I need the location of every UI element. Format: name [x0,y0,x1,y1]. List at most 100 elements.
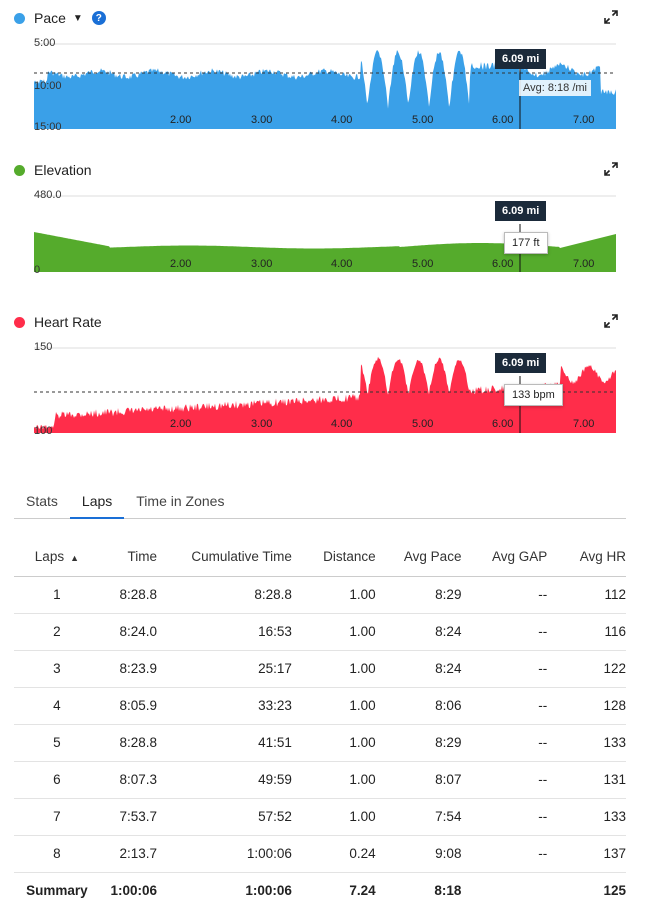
lap-time: 7:53.7 [99,798,158,836]
lap-avg-gap: -- [461,687,548,725]
elevation-x-tick: 4.00 [331,258,353,270]
lap-number: 7 [14,798,100,836]
summary-cumulative-time: 1:00:06 [245,883,292,899]
lap-time: 2:13.7 [99,835,158,873]
lap-distance: 0.24 [291,835,376,873]
pace-x-tick: 3.00 [251,114,273,126]
elevation-header: Elevation [14,162,92,178]
lap-avg-hr: 137 [547,835,626,873]
summary-row: Summary 1:00:06 1:00:06 7.24 8:18 125 [14,872,626,909]
column-header-avg-pace[interactable]: Avg Pace [375,538,462,577]
summary-time: 1:00:06 [110,883,158,899]
lap-avg-gap: -- [461,650,548,688]
elevation-x-tick: 7.00 [573,258,595,270]
table-row: 6 8:07.3 49:59 1.00 8:07 -- 131 [14,761,626,799]
lap-time: 8:28.8 [99,576,158,614]
elevation-x-tick: 3.00 [251,258,273,270]
lap-avg-pace: 8:24 [375,613,462,651]
lap-distance: 1.00 [291,798,376,836]
column-header-distance[interactable]: Distance [291,538,376,577]
lap-avg-hr: 128 [547,687,626,725]
table-row: 2 8:24.0 16:53 1.00 8:24 -- 116 [14,613,626,651]
pace-y-label-top: 5:00 [34,37,56,49]
lap-avg-gap: -- [461,761,548,799]
lap-distance: 1.00 [291,650,376,688]
table-header-row: Laps ▲ Time Cumulative Time Distance Avg … [14,538,626,577]
lap-avg-gap: -- [461,724,548,762]
lap-distance: 1.00 [291,761,376,799]
heart-rate-distance-tooltip: 6.09 mi [495,353,547,373]
lap-avg-pace: 8:07 [375,761,462,799]
pace-legend-dot [14,12,25,24]
pace-x-tick: 2.00 [170,114,192,126]
heart-rate-header: Heart Rate [14,314,102,330]
heart-rate-legend-dot [14,316,25,328]
lap-distance: 1.00 [291,613,376,651]
table-row: 7 7:53.7 57:52 1.00 7:54 -- 133 [14,798,626,836]
pace-chart[interactable] [0,0,654,140]
lap-number: 6 [14,761,100,799]
column-header-time[interactable]: Time [99,538,158,577]
pace-y-label-bottom: 15:00 [34,121,62,133]
column-header-cumulative-time[interactable]: Cumulative Time [157,538,292,577]
elevation-chart[interactable] [0,152,654,292]
expand-icon[interactable] [604,314,618,328]
lap-avg-pace: 8:29 [375,724,462,762]
heart-rate-x-tick: 3.00 [251,418,273,430]
tab-laps[interactable]: Laps [69,488,125,519]
elevation-x-tick: 6.00 [492,258,514,270]
summary-distance: 7.24 [349,883,376,899]
lap-time: 8:24.0 [99,613,158,651]
lap-number: 1 [14,576,100,614]
lap-avg-gap: -- [461,613,548,651]
heart-rate-x-tick: 7.00 [573,418,595,430]
elevation-chart-panel: Elevation 480.0 0 2.00 3.00 4.00 5.00 6.… [0,152,654,292]
tab-time-in-zones[interactable]: Time in Zones [136,493,225,509]
table-row: 3 8:23.9 25:17 1.00 8:24 -- 122 [14,650,626,688]
lap-avg-gap: -- [461,835,548,873]
lap-time: 8:28.8 [99,724,158,762]
heart-rate-area [34,356,616,433]
expand-icon[interactable] [604,162,618,176]
caret-down-icon[interactable]: ▼ [72,12,83,24]
summary-label: Summary [26,883,88,899]
column-header-avg-gap[interactable]: Avg GAP [461,538,548,577]
lap-distance: 1.00 [291,576,376,614]
lap-avg-pace: 9:08 [375,835,462,873]
elevation-legend-dot [14,164,25,176]
lap-number: 3 [14,650,100,688]
expand-icon[interactable] [604,10,618,24]
lap-avg-pace: 7:54 [375,798,462,836]
column-header-avg-hr[interactable]: Avg HR [547,538,626,577]
lap-avg-hr: 133 [547,798,626,836]
lap-time: 8:23.9 [99,650,158,688]
heart-rate-x-tick: 2.00 [170,418,192,430]
lap-number: 4 [14,687,100,725]
lap-cumulative-time: 1:00:06 [157,835,292,873]
pace-x-tick: 5.00 [412,114,434,126]
lap-distance: 1.00 [291,687,376,725]
lap-cumulative-time: 49:59 [157,761,292,799]
sort-ascending-icon: ▲ [70,553,79,564]
column-header-laps[interactable]: Laps ▲ [14,538,100,577]
pace-chart-panel: Pace ▼ ? 5:00 10:00 15:00 2.00 3.00 4.00… [0,0,654,140]
heart-rate-y-label-top: 150 [34,341,53,353]
elevation-area [34,232,616,272]
pace-average-label: Avg: 8:18 /mi [519,80,591,96]
detail-tabs: Stats Laps Time in Zones [14,488,626,519]
lap-avg-pace: 8:24 [375,650,462,688]
heart-rate-x-tick: 4.00 [331,418,353,430]
summary-avg-hr: 125 [603,883,626,899]
summary-avg-gap [461,872,547,909]
tab-stats[interactable]: Stats [26,493,58,509]
lap-cumulative-time: 33:23 [157,687,292,725]
pace-header[interactable]: Pace ▼ ? [14,10,106,26]
heart-rate-chart-panel: Heart Rate 150 100 2.00 3.00 4.00 5.00 6… [0,304,654,444]
lap-avg-gap: -- [461,798,548,836]
heart-rate-x-tick: 6.00 [492,418,514,430]
help-icon[interactable]: ? [91,11,106,25]
heart-rate-title: Heart Rate [34,314,102,330]
lap-avg-pace: 8:06 [375,687,462,725]
lap-cumulative-time: 57:52 [157,798,292,836]
summary-avg-pace: 8:18 [434,883,462,899]
